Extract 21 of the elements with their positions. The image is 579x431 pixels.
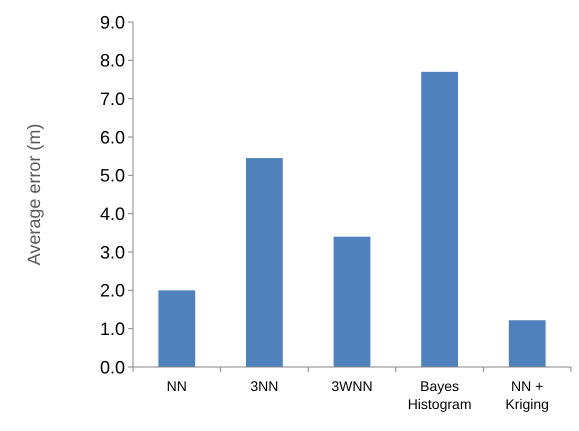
x-tick-label: 3NN: [250, 378, 278, 394]
bar: [246, 158, 283, 367]
bar: [158, 290, 196, 367]
x-tick-label: Bayes Histogram: [408, 378, 472, 412]
y-tick-label: 1.0: [100, 318, 125, 339]
y-tick-label: 8.0: [100, 50, 125, 71]
bar: [334, 236, 370, 367]
y-tick-label: 3.0: [100, 242, 125, 262]
y-tick-label: 5.0: [100, 166, 125, 186]
x-tick-label: 3WNN: [331, 378, 373, 394]
bar: [508, 320, 546, 367]
x-tick-label: NN + Kriging: [505, 378, 549, 412]
y-tick-label: 4.0: [100, 204, 125, 224]
bar: [421, 72, 458, 367]
y-tick-label: 6.0: [100, 127, 125, 148]
y-tick-label: 7.0: [100, 88, 125, 109]
y-axis-title: Average error (m): [24, 124, 44, 266]
y-tick-label: 9.0: [100, 12, 125, 32]
x-tick-label: NN: [166, 378, 187, 394]
y-tick-label: 2.0: [100, 280, 125, 301]
y-tick-label: 0.0: [100, 357, 125, 378]
